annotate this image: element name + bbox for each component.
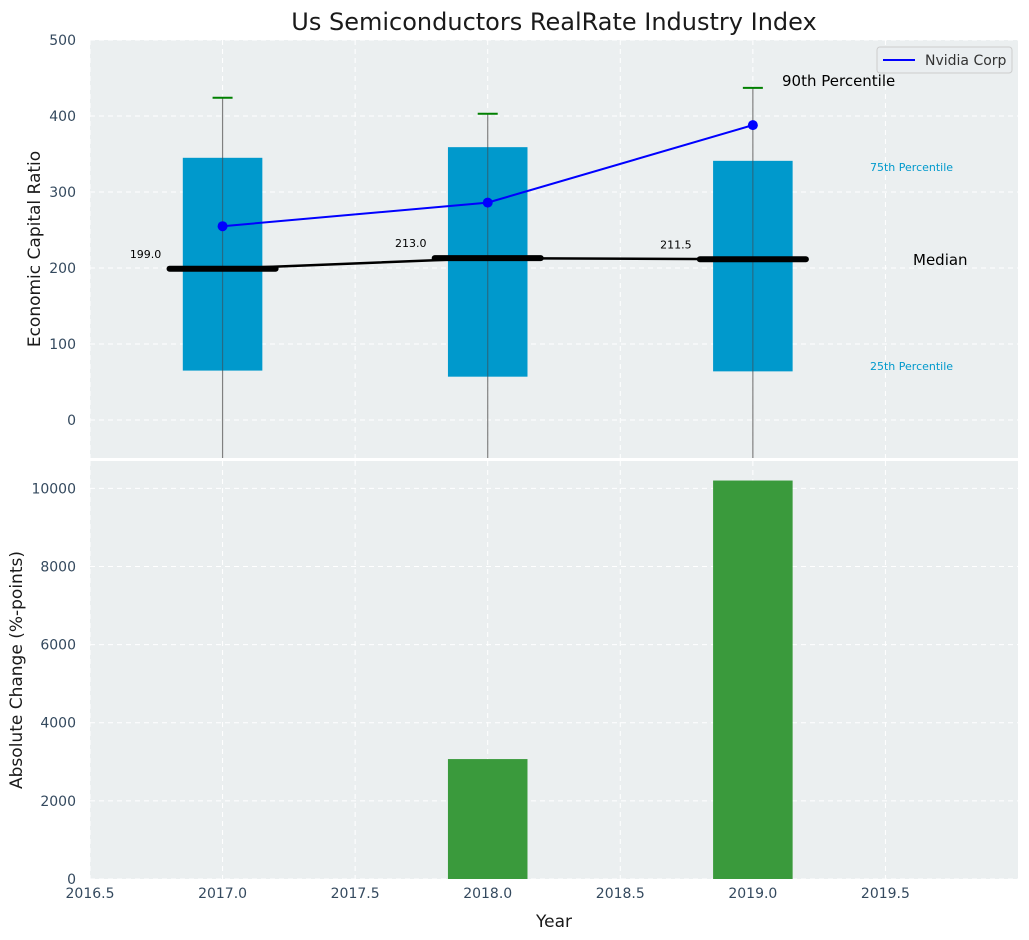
- bottom-plot-background: [90, 461, 1018, 879]
- top-y-axis-label: Economic Capital Ratio: [25, 151, 45, 347]
- top-y-tick-label: 300: [49, 185, 76, 201]
- bottom-y-tick-label: 2000: [40, 794, 76, 810]
- annotation-25th-percentile: 25th Percentile: [870, 360, 953, 373]
- nvidia-series-point: [217, 221, 228, 232]
- median-value-label: 211.5: [660, 238, 692, 251]
- median-value-label: 199.0: [130, 248, 162, 261]
- x-tick-label: 2019.0: [728, 886, 777, 902]
- x-tick-label: 2019.5: [861, 886, 910, 902]
- chart-title: Us Semiconductors RealRate Industry Inde…: [291, 8, 816, 36]
- bottom-y-tick-label: 6000: [40, 638, 76, 654]
- top-y-tick-label: 100: [49, 337, 76, 353]
- bottom-y-tick-label: 8000: [40, 559, 76, 575]
- change-bar: [447, 759, 528, 879]
- median-value-label: 213.0: [395, 237, 427, 250]
- bottom-y-tick-label: 4000: [40, 716, 76, 732]
- top-y-tick-label: 0: [67, 413, 76, 429]
- annotation-90th-percentile: 90th Percentile: [782, 72, 895, 90]
- change-bar: [713, 480, 793, 879]
- bottom-y-tick-label: 0: [67, 872, 76, 888]
- nvidia-series-point: [482, 197, 493, 208]
- x-tick-label: 2018.5: [596, 886, 645, 902]
- annotation-75th-percentile: 75th Percentile: [870, 161, 953, 174]
- x-tick-label: 2017.0: [198, 886, 247, 902]
- annotation-median: Median: [913, 251, 968, 269]
- top-y-tick-label: 500: [49, 33, 76, 49]
- legend-label: Nvidia Corp: [925, 53, 1007, 69]
- x-axis-label: Year: [535, 912, 572, 932]
- legend-box: [876, 46, 1013, 74]
- x-tick-label: 2016.5: [66, 886, 115, 902]
- nvidia-series-point: [747, 120, 758, 131]
- x-tick-label: 2017.5: [331, 886, 380, 902]
- x-tick-label: 2018.0: [463, 886, 512, 902]
- bottom-y-axis-label: Absolute Change (%-points): [7, 551, 27, 789]
- bottom-y-tick-label: 10000: [31, 481, 76, 497]
- top-y-tick-label: 400: [49, 109, 76, 125]
- top-y-tick-label: 200: [49, 261, 76, 277]
